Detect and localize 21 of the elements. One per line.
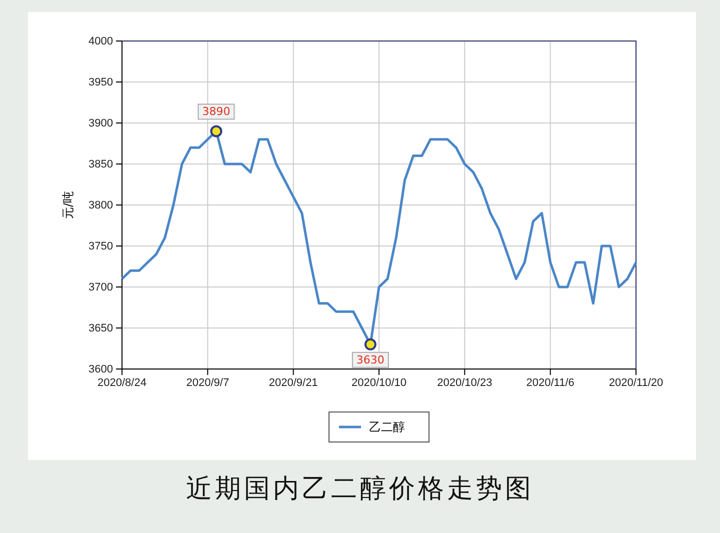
x-tick-label: 2020/9/7 [186, 376, 230, 389]
y-tick-label: 3950 [88, 76, 113, 89]
y-tick-label: 3600 [88, 364, 113, 376]
y-tick-label: 3800 [88, 200, 113, 212]
data-label: 3890 [202, 105, 230, 118]
y-tick-label: 3700 [88, 282, 113, 294]
y-tick-label: 3750 [88, 240, 113, 253]
x-tick-label: 2020/8/24 [98, 376, 146, 389]
text: 近期国内乙二醇价格走势图 [186, 474, 534, 504]
legend-label: 乙二醇 [369, 420, 405, 434]
x-tick-label: 2020/11/6 [526, 376, 574, 389]
y-tick-label: 4000 [88, 36, 113, 48]
x-tick-label: 2020/10/10 [351, 376, 407, 389]
y-tick-label: 3850 [88, 158, 113, 171]
x-tick-label: 2020/9/21 [268, 376, 318, 389]
y-axis-title: 元/吨 [61, 190, 75, 220]
data-label: 3630 [356, 353, 384, 366]
x-tick-label: 2020/11/20 [608, 376, 664, 389]
x-tick-label: 2020/10/23 [437, 376, 492, 389]
y-tick-label: 3900 [88, 118, 113, 130]
y-tick-label: 3650 [88, 322, 113, 335]
